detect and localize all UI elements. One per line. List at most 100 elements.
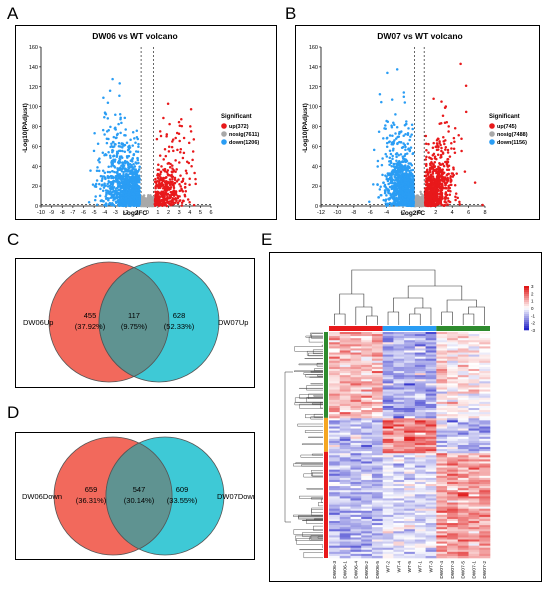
volcano-point (104, 177, 107, 181)
volcano-point (106, 175, 110, 178)
volcano-point (448, 155, 452, 158)
volcano-point (173, 197, 177, 200)
volcano-point (414, 201, 417, 204)
volcano-point (113, 143, 117, 146)
volcano-point (106, 117, 110, 120)
volcano-point (127, 165, 130, 169)
volcano-point (394, 169, 397, 173)
y-tick-label: 160 (29, 45, 38, 51)
volcano-point (406, 204, 410, 207)
volcano-point (163, 198, 167, 201)
volcano-point (388, 156, 392, 160)
volcano-point (390, 125, 394, 129)
volcano-point (404, 174, 407, 178)
volcano-point (406, 197, 410, 201)
volcano-point (410, 174, 413, 177)
volcano-point (129, 198, 132, 201)
volcano-point (178, 161, 181, 164)
volcano-point (405, 189, 409, 192)
volcano-point (391, 154, 394, 158)
volcano-point (138, 197, 141, 200)
volcano-point (154, 177, 157, 181)
volcano-point (121, 196, 125, 199)
volcano-point (161, 186, 165, 190)
volcano-point (385, 141, 389, 145)
volcano-point (182, 136, 186, 140)
volcano-point (162, 116, 165, 120)
volcano-point (128, 188, 132, 191)
volcano-point (400, 184, 404, 187)
volcano-point (406, 133, 410, 137)
volcano-point (382, 181, 385, 184)
volcano-point (100, 184, 104, 187)
volcano-point (189, 130, 193, 133)
volcano-point (178, 189, 182, 193)
volcano-point (122, 172, 125, 176)
volcano-point (104, 195, 107, 198)
volcano-point (397, 154, 400, 157)
volcano-point (99, 199, 103, 202)
volcano-point (192, 203, 196, 207)
volcano-point (166, 201, 170, 205)
volcano-point (433, 161, 437, 164)
volcano-point (135, 129, 139, 132)
volcano-point (381, 173, 384, 177)
volcano-point (384, 199, 387, 203)
x-tick-label: 3 (178, 210, 181, 216)
volcano-point (392, 184, 396, 188)
volcano-point (398, 187, 402, 190)
volcano-point (166, 169, 170, 172)
volcano-point (387, 172, 391, 175)
volcano-point (126, 163, 130, 166)
volcano-point (128, 150, 132, 154)
volcano-point (168, 178, 172, 181)
volcano-point (372, 148, 376, 152)
volcano-point (407, 181, 410, 184)
volcano-point (114, 175, 118, 178)
volcano-point (119, 116, 122, 119)
volcano-point (137, 180, 140, 184)
x-tick-label: 2 (434, 210, 437, 216)
volcano-point (121, 149, 124, 153)
volcano-point (133, 189, 136, 193)
volcano-point (112, 189, 115, 193)
volcano-point (189, 108, 193, 111)
volcano-point (93, 198, 97, 202)
volcano-point (103, 171, 107, 175)
x-tick-label: -8 (60, 210, 65, 216)
volcano-point (185, 171, 188, 175)
volcano-point (170, 180, 173, 184)
volcano-point (404, 185, 408, 188)
panel-label-a: A (7, 4, 19, 23)
volcano-point (106, 170, 110, 174)
volcano-point (116, 161, 120, 164)
volcano-point (91, 183, 95, 186)
volcano-point (396, 167, 399, 171)
y-tick-label: 100 (309, 105, 318, 111)
volcano-point (162, 183, 165, 186)
volcano-point (104, 204, 108, 208)
volcano-point (402, 95, 406, 98)
volcano-point (112, 204, 115, 207)
volcano-point (135, 203, 138, 207)
x-tick-label: -10 (37, 210, 45, 216)
volcano-point (172, 168, 175, 172)
volcano-a-title: DW06 vs WT volcano (92, 31, 178, 41)
volcano-point (386, 71, 389, 75)
volcano-point (110, 203, 113, 207)
volcano-point (138, 165, 141, 169)
y-tick-label: 140 (29, 65, 38, 71)
volcano-point (427, 142, 430, 146)
volcano-point (378, 92, 382, 96)
volcano-point (171, 196, 174, 200)
volcano-point (108, 184, 112, 188)
x-tick-label: -6 (368, 210, 373, 216)
volcano-point (454, 198, 457, 202)
volcano-point (116, 132, 119, 136)
volcano-point (176, 201, 180, 205)
volcano-point (92, 149, 96, 153)
volcano-point (187, 161, 191, 165)
volcano-point (194, 182, 197, 186)
x-tick-label: -1 (134, 210, 139, 216)
x-tick-label: -4 (102, 210, 107, 216)
